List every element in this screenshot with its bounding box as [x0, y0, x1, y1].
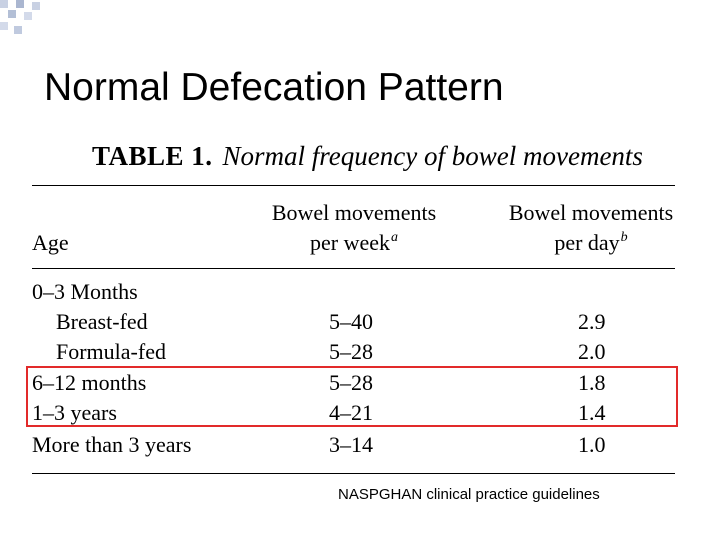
row-per-week: 5–40 — [329, 309, 373, 334]
row-per-day: 2.9 — [578, 309, 606, 334]
highlight-box — [26, 366, 678, 427]
row-per-day: 1.8 — [578, 370, 606, 395]
row-per-day: 1.4 — [578, 400, 606, 425]
row-age: 1–3 years — [32, 400, 117, 425]
row-per-week: 4–21 — [329, 400, 373, 425]
row-age: Formula-fed — [56, 339, 166, 364]
source-citation: NASPGHAN clinical practice guidelines — [338, 486, 600, 503]
table-caption-label: TABLE 1. — [92, 141, 213, 171]
row-per-week: 5–28 — [329, 339, 373, 364]
row-per-week: 5–28 — [329, 370, 373, 395]
table-caption-text: Normal frequency of bowel movements — [222, 141, 643, 171]
row-age: 6–12 months — [32, 370, 147, 395]
row-age: Breast-fed — [56, 309, 148, 334]
row-per-week: 3–14 — [329, 432, 373, 457]
table-caption: TABLE 1. Normal frequency of bowel moveme… — [92, 143, 643, 170]
header-week-text: per week — [309, 230, 390, 255]
header-day-line1: Bowel movements — [508, 200, 674, 225]
header-day-footnote: b — [620, 230, 628, 245]
slide-title: Normal Defecation Pattern — [44, 66, 504, 109]
row-per-day: 1.0 — [578, 432, 606, 457]
header-age: Age — [32, 230, 69, 255]
row-age: More than 3 years — [32, 432, 192, 457]
table-header-rule — [32, 268, 675, 269]
row-per-day: 2.0 — [578, 339, 606, 364]
header-day-text: per day — [554, 230, 620, 255]
table-top-rule — [32, 185, 675, 186]
group-label-0-3-months: 0–3 Months — [32, 279, 138, 304]
header-day-line2: per dayb — [505, 230, 677, 255]
header-week-line2: per weeka — [268, 230, 440, 255]
corner-square-decoration — [0, 0, 40, 34]
header-week-footnote: a — [391, 230, 398, 245]
header-week-line1: Bowel movements — [271, 200, 437, 225]
table-bottom-rule — [32, 473, 675, 474]
